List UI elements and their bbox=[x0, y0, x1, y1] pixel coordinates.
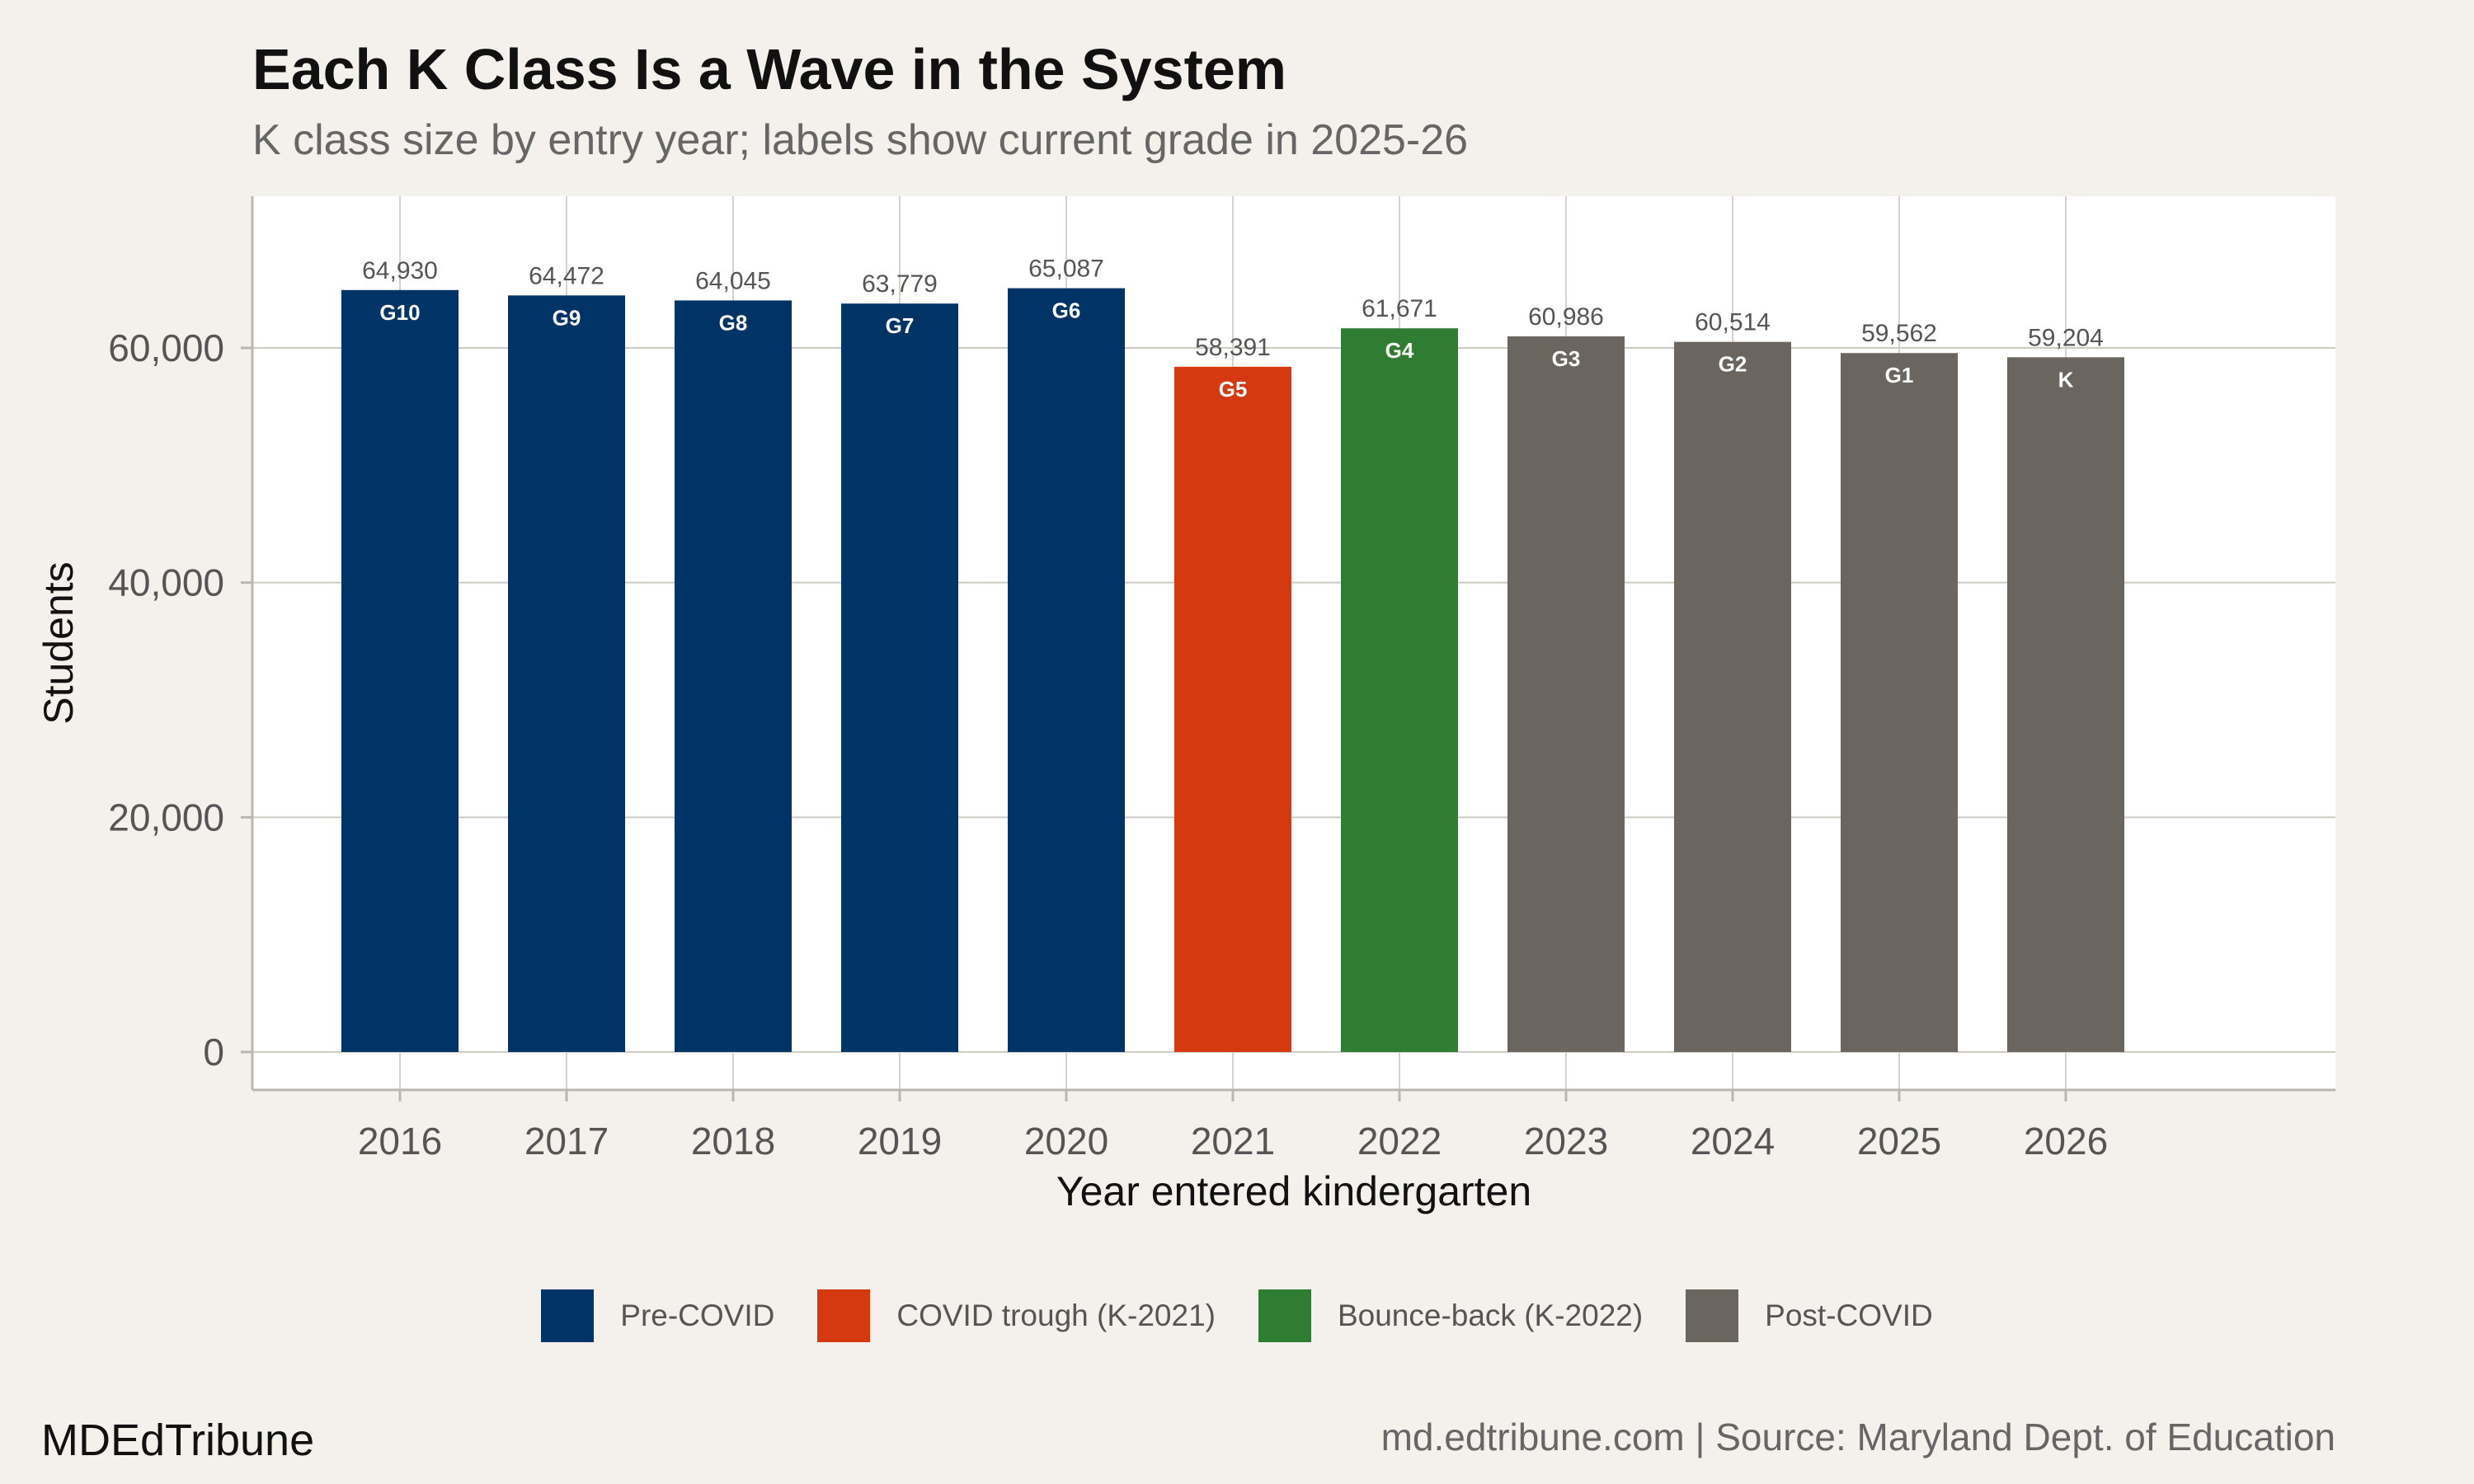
bar-2026 bbox=[2007, 357, 2124, 1053]
grade-label-2023: G3 bbox=[1552, 346, 1581, 371]
y-axis-title: Students bbox=[35, 561, 82, 724]
source-credit: md.edtribune.com | Source: Maryland Dept… bbox=[1380, 1416, 2335, 1458]
value-label-2021: 58,391 bbox=[1195, 334, 1271, 361]
legend-label-post-covid: Post-COVID bbox=[1765, 1298, 1933, 1332]
grade-label-2017: G9 bbox=[553, 305, 581, 330]
y-tick-label: 0 bbox=[203, 1031, 224, 1073]
chart-subtitle: K class size by entry year; labels show … bbox=[252, 116, 1469, 164]
value-label-2016: 64,930 bbox=[362, 257, 438, 284]
bar-2021 bbox=[1174, 366, 1291, 1052]
x-tick-label-2022: 2022 bbox=[1357, 1120, 1442, 1162]
bar-2020 bbox=[1008, 288, 1125, 1052]
bar-2023 bbox=[1507, 336, 1625, 1052]
grade-label-2022: G4 bbox=[1385, 338, 1414, 363]
legend: Pre-COVID COVID trough (K-2021) Bounce-b… bbox=[0, 1289, 2474, 1342]
legend-swatch-post-covid bbox=[1686, 1289, 1739, 1342]
grade-label-2026: K bbox=[2058, 367, 2074, 392]
value-label-2026: 59,204 bbox=[2028, 324, 2104, 351]
value-label-2023: 60,986 bbox=[1528, 303, 1604, 331]
value-label-2017: 64,472 bbox=[529, 262, 604, 289]
grade-label-2024: G2 bbox=[1719, 352, 1747, 377]
grade-label-2025: G1 bbox=[1885, 363, 1914, 387]
grade-label-2018: G8 bbox=[719, 310, 748, 335]
x-tick-label-2019: 2019 bbox=[858, 1120, 942, 1162]
x-tick-label-2026: 2026 bbox=[2024, 1120, 2108, 1162]
x-tick-label-2016: 2016 bbox=[358, 1120, 442, 1162]
legend-item-post-covid: Post-COVID bbox=[1686, 1289, 1933, 1342]
legend-item-pre-covid: Pre-COVID bbox=[541, 1289, 774, 1342]
y-tick-label: 60,000 bbox=[108, 326, 224, 369]
legend-item-bounce-back: Bounce-back (K-2022) bbox=[1258, 1289, 1643, 1342]
value-label-2022: 61,671 bbox=[1362, 295, 1437, 322]
bar-2024 bbox=[1674, 341, 1791, 1052]
grade-label-2020: G6 bbox=[1052, 298, 1081, 323]
bar-2018 bbox=[675, 300, 792, 1053]
chart-title: Each K Class Is a Wave in the System bbox=[252, 37, 1287, 101]
legend-label-covid-trough: COVID trough (K-2021) bbox=[896, 1298, 1216, 1332]
legend-label-pre-covid: Pre-COVID bbox=[620, 1298, 775, 1332]
legend-swatch-bounce-back bbox=[1258, 1289, 1311, 1342]
value-label-2019: 63,779 bbox=[862, 270, 938, 298]
bar-2025 bbox=[1841, 353, 1958, 1052]
bar-2017 bbox=[508, 295, 625, 1053]
bar-2019 bbox=[841, 303, 958, 1052]
brand-name: MDEdTribune bbox=[41, 1416, 315, 1465]
legend-label-bounce-back: Bounce-back (K-2022) bbox=[1337, 1298, 1644, 1332]
x-tick-label-2023: 2023 bbox=[1524, 1120, 1608, 1162]
grade-label-2021: G5 bbox=[1219, 377, 1248, 402]
x-tick-label-2017: 2017 bbox=[524, 1120, 609, 1162]
legend-swatch-covid-trough bbox=[817, 1289, 871, 1342]
x-tick-label-2024: 2024 bbox=[1691, 1120, 1775, 1162]
bar-2022 bbox=[1341, 328, 1458, 1053]
value-label-2024: 60,514 bbox=[1695, 309, 1771, 336]
legend-swatch-pre-covid bbox=[541, 1289, 595, 1342]
value-label-2018: 64,045 bbox=[695, 267, 771, 294]
x-axis-title: Year entered kindergarten bbox=[1056, 1168, 1531, 1214]
legend-item-covid-trough: COVID trough (K-2021) bbox=[817, 1289, 1216, 1342]
value-label-2025: 59,562 bbox=[1861, 320, 1937, 347]
bar-2016 bbox=[341, 289, 459, 1052]
x-tick-label-2021: 2021 bbox=[1191, 1120, 1275, 1162]
y-tick-label: 40,000 bbox=[108, 561, 224, 604]
x-tick-label-2020: 2020 bbox=[1024, 1120, 1108, 1162]
grade-label-2019: G7 bbox=[886, 313, 915, 338]
grade-label-2016: G10 bbox=[379, 300, 420, 325]
x-tick-label-2025: 2025 bbox=[1857, 1120, 1941, 1162]
value-label-2020: 65,087 bbox=[1028, 256, 1104, 283]
y-tick-label: 20,000 bbox=[108, 796, 224, 838]
x-tick-label-2018: 2018 bbox=[691, 1120, 775, 1162]
